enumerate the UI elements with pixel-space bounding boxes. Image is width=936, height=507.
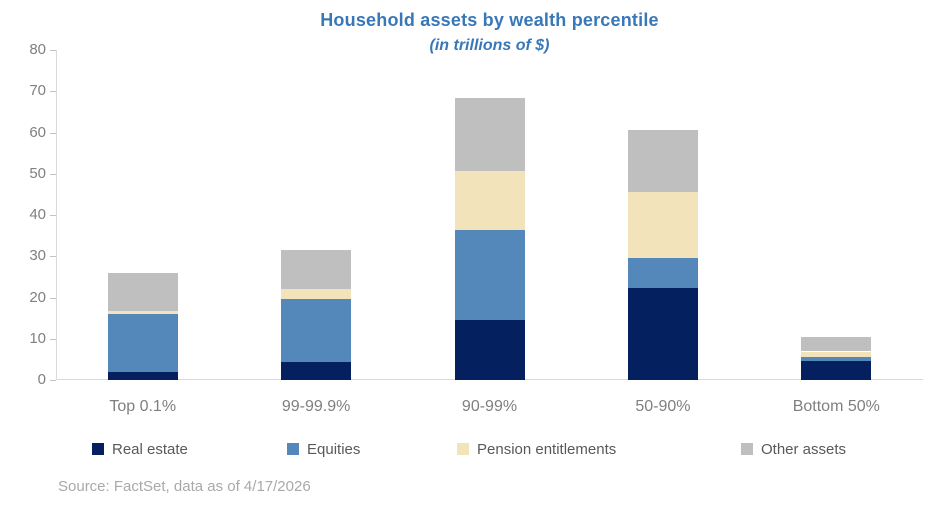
bar-segment-pension-entitlements — [454, 170, 525, 230]
bar-segment-other-assets — [281, 250, 352, 289]
y-tick-label: 40 — [29, 206, 46, 223]
y-tick-label: 30 — [29, 247, 46, 265]
y-tick-mark — [50, 297, 56, 299]
y-tick-label: 70 — [29, 82, 46, 100]
bar-segment-equities — [801, 357, 872, 361]
x-axis-label-90-99-: 90-99% — [461, 398, 518, 415]
legend-swatch-other-assets — [741, 443, 753, 455]
legend-swatch-pension-entitlements — [457, 443, 469, 455]
bar-segment-equities — [627, 258, 698, 288]
bar-segment-pension-entitlements — [107, 311, 178, 315]
legend-item-equities: Equities — [287, 440, 361, 458]
bar-segment-other-assets — [801, 336, 872, 352]
bar-segment-real-estate — [454, 320, 525, 380]
y-axis-line — [56, 50, 57, 380]
legend-item-other-assets: Other assets — [741, 440, 847, 458]
y-tick-mark — [50, 50, 56, 51]
legend-swatch-equities — [287, 443, 299, 455]
y-tick-mark — [50, 256, 56, 258]
bar-segment-other-assets — [627, 130, 698, 193]
bar-segment-pension-entitlements — [801, 351, 872, 358]
y-tick-label: 60 — [29, 123, 46, 141]
legend-item-real-estate: Real estate — [92, 440, 188, 458]
y-tick-label: 50 — [29, 164, 46, 182]
bar-segment-real-estate — [281, 361, 352, 381]
bar-segment-equities — [107, 314, 178, 372]
y-tick-mark — [50, 338, 56, 340]
x-axis-label-99-99-9-: 99-99.9% — [281, 398, 351, 415]
x-axis-label-top-0-1-: Top 0.1% — [109, 398, 177, 415]
legend-item-pension-entitlements: Pension entitlements — [457, 440, 617, 458]
legend-swatch-real-estate — [92, 443, 104, 455]
chart-subtitle: (in trillions of $) — [429, 37, 550, 54]
source-note: Source: FactSet, data as of 4/17/2026 — [58, 478, 311, 495]
y-tick-label: 20 — [29, 288, 46, 306]
x-axis-label-bottom-50-: Bottom 50% — [792, 398, 880, 415]
bar-segment-other-assets — [107, 273, 178, 312]
bar-segment-real-estate — [801, 360, 872, 380]
legend-label-other-assets: Other assets — [761, 440, 847, 458]
bar-segment-pension-entitlements — [627, 192, 698, 259]
bar-segment-pension-entitlements — [281, 288, 352, 300]
y-tick-label: 10 — [29, 329, 46, 347]
x-axis-label-50-90-: 50-90% — [635, 398, 691, 415]
bar-segment-equities — [454, 229, 525, 321]
y-tick-mark — [50, 380, 56, 381]
bar-segment-real-estate — [107, 371, 178, 381]
y-tick-mark — [50, 215, 56, 216]
chart-title: Household assets by wealth percentile — [320, 10, 659, 30]
bar-segment-other-assets — [454, 97, 525, 171]
legend-label-real-estate: Real estate — [112, 440, 188, 458]
bar-segment-real-estate — [627, 287, 698, 380]
y-tick-label: 0 — [37, 371, 46, 388]
y-tick-mark — [50, 132, 56, 134]
bar-segment-equities — [281, 299, 352, 362]
legend-label-pension-entitlements: Pension entitlements — [477, 440, 617, 458]
y-tick-label: 80 — [29, 41, 46, 58]
y-tick-mark — [50, 173, 56, 175]
legend-label-equities: Equities — [307, 440, 361, 458]
y-tick-mark — [50, 91, 56, 93]
